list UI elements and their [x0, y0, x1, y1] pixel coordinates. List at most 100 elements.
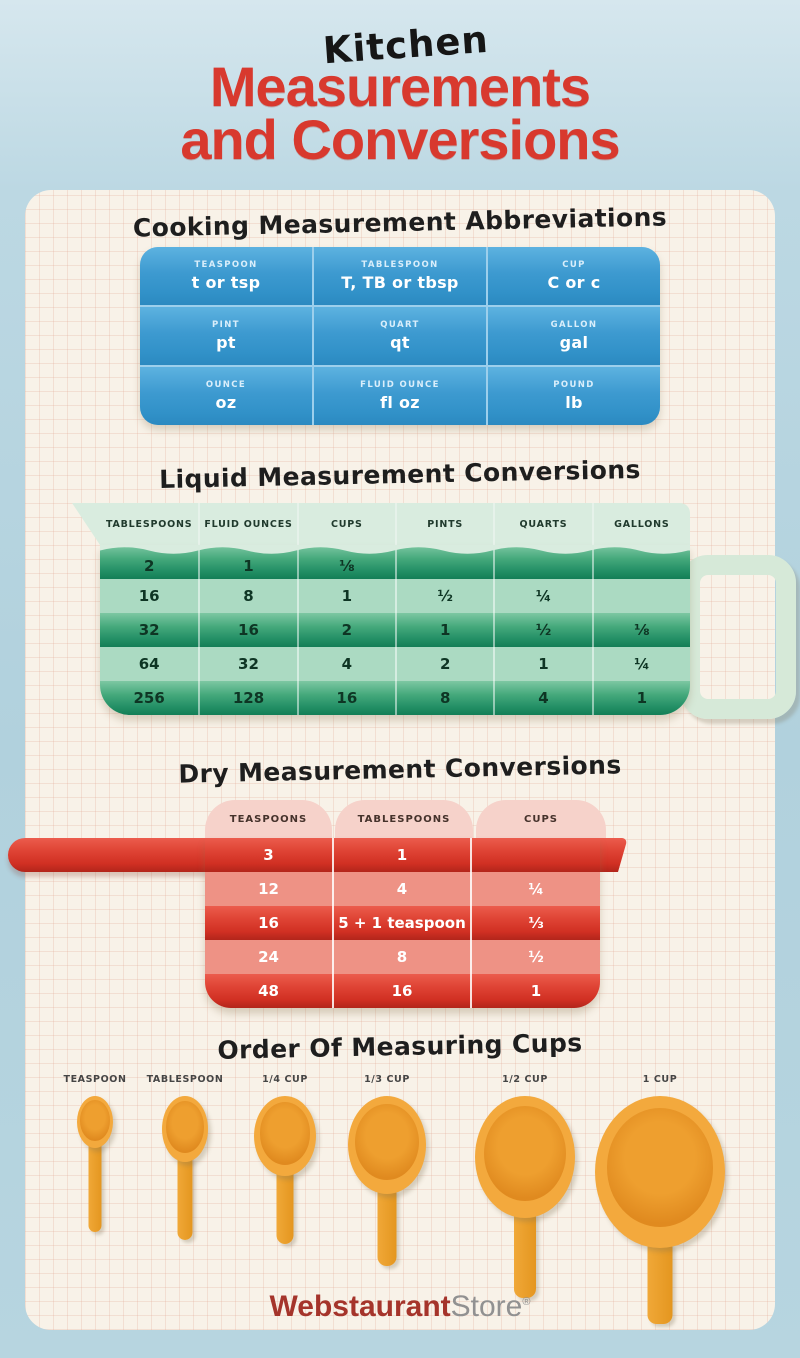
abbreviation-label: FLUID OUNCE — [360, 380, 440, 390]
measuring-spoon-teaspoon: TEASPOON — [25, 1074, 165, 1232]
spoon-handle-icon — [276, 1170, 294, 1244]
abbreviation-value: t or tsp — [191, 273, 261, 292]
dry-cell: ⅓ — [470, 906, 600, 940]
liquid-table-row: 64 32 4 2 1 ¼ — [100, 647, 690, 681]
liquid-column-header: CUPS — [296, 503, 395, 545]
liquid-column-header: PINTS — [395, 503, 493, 545]
abbreviation-label: CUP — [562, 260, 586, 270]
spoon-bowl-icon — [475, 1096, 575, 1218]
dry-cell: 3 — [263, 846, 274, 864]
registered-mark: ® — [522, 1296, 531, 1308]
liquid-cell: ⅛ — [591, 613, 690, 647]
dry-cell: 5 + 1 teaspoon — [332, 906, 470, 940]
spoon-bowl-inner-icon — [355, 1103, 419, 1181]
spoon-bowl-inner-icon — [484, 1105, 566, 1201]
liquid-cell — [493, 545, 591, 579]
liquid-cell: ¼ — [591, 647, 690, 681]
dry-column-header: CUPS — [476, 800, 606, 838]
dry-table-row: 48 16 1 — [205, 974, 600, 1008]
abbreviation-cell: GALLON gal — [488, 307, 660, 365]
dry-cell: 1 — [332, 838, 470, 872]
dry-cell: 48 — [258, 982, 279, 1000]
abbreviation-value: pt — [216, 333, 236, 352]
abbreviation-label: QUART — [380, 320, 420, 330]
liquid-cell: ½ — [493, 613, 591, 647]
main-title-line2: and Conversions — [180, 107, 620, 171]
dry-cell: ¼ — [470, 872, 600, 906]
spoon-label: 1/3 CUP — [364, 1074, 410, 1085]
liquid-table-body: 2 1 ⅛ 16 8 1 ½ ¼ 32 16 — [100, 545, 690, 715]
liquid-cell: 2 — [143, 557, 155, 575]
spoon-bowl-icon — [595, 1096, 725, 1248]
abbreviations-table: TEASPOON t or tsp TABLESPOON T, TB or tb… — [140, 247, 660, 425]
liquid-table-row: 16 8 1 ½ ¼ — [100, 579, 690, 613]
liquid-column-header: QUARTS — [493, 503, 591, 545]
liquid-cell: 1 — [493, 647, 591, 681]
liquid-column-header: TABLESPOONS — [105, 518, 193, 530]
dry-table-row: 3 1 — [205, 838, 600, 872]
liquid-cell — [591, 545, 690, 579]
liquid-table-header: TABLESPOONS FLUID OUNCES CUPS PINTS QUAR… — [100, 503, 690, 545]
abbreviation-value: T, TB or tbsp — [341, 273, 459, 292]
liquid-cell: 16 — [138, 587, 160, 605]
measuring-cup-half: 1/2 CUP — [455, 1074, 595, 1298]
abbreviation-label: POUND — [553, 380, 595, 390]
liquid-table-row: 2 1 ⅛ — [100, 545, 690, 579]
abbreviation-value: lb — [565, 393, 583, 412]
spoon-bowl-icon — [77, 1096, 113, 1148]
spoon-bowl-inner-icon — [166, 1101, 204, 1153]
masthead: Kitchen Measurements and Conversions — [0, 18, 800, 171]
measuring-cup-handle-icon — [680, 555, 796, 719]
liquid-cell: 8 — [198, 579, 296, 613]
abbreviation-value: fl oz — [380, 393, 420, 412]
abbreviation-cell: POUND lb — [488, 367, 660, 425]
liquid-cell: 16 — [296, 681, 395, 715]
abbreviation-label: GALLON — [550, 320, 598, 330]
dry-section-title: Dry Measurement Conversions — [178, 750, 622, 789]
spoon-bowl-inner-icon — [80, 1100, 110, 1141]
liquid-cell: ⅛ — [296, 545, 395, 579]
liquid-cell: 16 — [198, 613, 296, 647]
liquid-cell: 1 — [591, 681, 690, 715]
dry-table-row: 16 5 + 1 teaspoon ⅓ — [205, 906, 600, 940]
abbreviation-cell: TABLESPOON T, TB or tbsp — [314, 247, 486, 305]
abbreviation-cell: OUNCE oz — [140, 367, 312, 425]
dry-table: TEASPOONS TABLESPOONS CUPS 3 1 12 4 ¼ 16… — [8, 800, 628, 1008]
main-title-line1: Measurements — [209, 55, 591, 118]
measuring-cup-quarter: 1/4 CUP — [215, 1074, 355, 1244]
measuring-spoon-tablespoon: TABLESPOON — [115, 1074, 255, 1240]
abbreviation-value: qt — [390, 333, 410, 352]
abbreviation-value: gal — [559, 333, 589, 352]
grid-paper-panel: Cooking Measurement Abbreviations TEASPO… — [8, 190, 796, 1330]
spoon-bowl-icon — [254, 1096, 316, 1176]
abbreviation-value: C or c — [547, 273, 601, 292]
brand-logo: WebstaurantStore® — [25, 1290, 775, 1324]
dry-cell: 16 — [332, 974, 470, 1008]
liquid-cell: ½ — [395, 579, 493, 613]
abbreviation-cell: TEASPOON t or tsp — [140, 247, 312, 305]
liquid-column-header: GALLONS — [591, 503, 690, 545]
brand-primary: Webstaurant — [269, 1290, 451, 1323]
spoon-handle-icon — [177, 1156, 193, 1240]
liquid-cell: 256 — [133, 689, 165, 707]
liquid-cell — [395, 545, 493, 579]
abbreviation-label: TABLESPOON — [361, 260, 439, 270]
abbreviation-cell: FLUID OUNCE fl oz — [314, 367, 486, 425]
spoon-label: 1 CUP — [642, 1074, 678, 1085]
liquid-table-row: 256 128 16 8 4 1 — [100, 681, 690, 715]
abbreviation-value: oz — [215, 393, 237, 412]
liquid-cell: 64 — [138, 655, 160, 673]
liquid-table: TABLESPOONS FLUID OUNCES CUPS PINTS QUAR… — [72, 503, 796, 719]
liquid-cell: 4 — [493, 681, 591, 715]
liquid-cell: 32 — [198, 647, 296, 681]
dry-column-header: TEASPOONS — [205, 800, 332, 838]
brand-secondary: Store — [450, 1290, 523, 1323]
dry-cell: 16 — [258, 914, 279, 932]
liquid-cell: 4 — [296, 647, 395, 681]
liquid-cell: 1 — [296, 579, 395, 613]
spoon-handle-icon — [647, 1242, 673, 1324]
dry-cell — [470, 838, 600, 872]
spoon-label: 1/4 CUP — [262, 1074, 308, 1085]
cups-section-title: Order Of Measuring Cups — [217, 1028, 583, 1065]
